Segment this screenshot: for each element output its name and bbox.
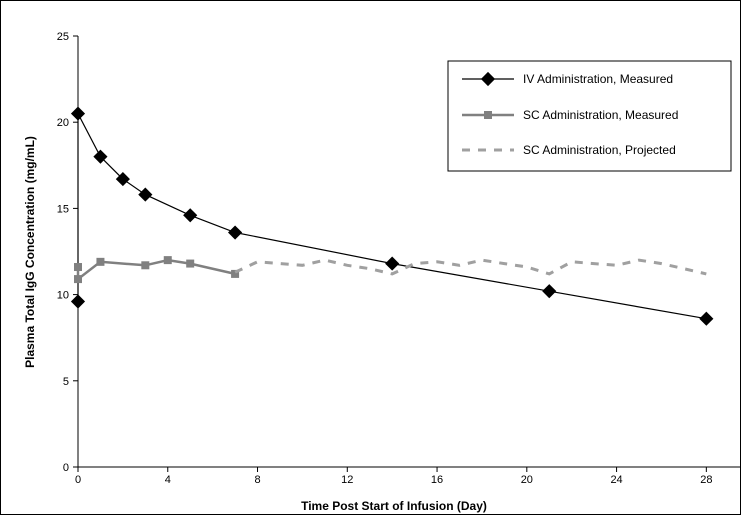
x-tick-label: 4 bbox=[165, 474, 171, 486]
y-tick-label: 20 bbox=[57, 117, 69, 129]
plot-area: 0 5 10 15 20 25 0 4 8 12 16 20 24 28 bbox=[57, 31, 740, 486]
data-point-square bbox=[141, 261, 150, 270]
series-line-0 bbox=[77, 113, 707, 320]
y-axis-title: Plasma Total IgG Concentration (mg/mL) bbox=[23, 136, 37, 368]
x-tick-label: 20 bbox=[521, 474, 533, 486]
data-point-diamond bbox=[70, 294, 86, 309]
x-tick-label: 8 bbox=[254, 474, 260, 486]
y-tick-label: 15 bbox=[57, 203, 69, 215]
data-point-diamond bbox=[542, 284, 557, 299]
data-point-diamond bbox=[228, 225, 243, 240]
y-tick-label: 10 bbox=[57, 290, 69, 302]
legend-marker-diamond bbox=[480, 71, 496, 87]
legend-item-sc-projected: SC Administration, Projected bbox=[462, 143, 676, 157]
legend-marker-square bbox=[484, 111, 492, 119]
data-point-diamond bbox=[385, 256, 400, 271]
series-line-2 bbox=[234, 258, 707, 276]
data-point-square bbox=[186, 259, 195, 268]
x-tick-label: 0 bbox=[75, 474, 81, 486]
x-axis-title: Time Post Start of Infusion (Day) bbox=[301, 499, 487, 513]
data-point-square bbox=[74, 275, 82, 284]
y-tick-label: 5 bbox=[63, 376, 69, 388]
x-tick-label: 16 bbox=[431, 474, 443, 486]
x-tick-label: 12 bbox=[341, 474, 353, 486]
data-point-diamond bbox=[138, 187, 153, 202]
legend-item-iv-measured: IV Administration, Measured bbox=[462, 71, 673, 87]
legend: IV Administration, Measured SC Administr… bbox=[447, 60, 732, 172]
y-tick-label: 25 bbox=[57, 31, 69, 43]
data-point-diamond bbox=[183, 208, 198, 223]
legend-label-iv-measured: IV Administration, Measured bbox=[523, 72, 673, 86]
legend-label-sc-projected: SC Administration, Projected bbox=[523, 143, 676, 157]
legend-item-sc-measured: SC Administration, Measured bbox=[462, 108, 678, 122]
data-point-square bbox=[231, 269, 240, 278]
data-point-diamond bbox=[699, 311, 714, 326]
legend-label-sc-measured: SC Administration, Measured bbox=[523, 108, 678, 122]
data-point-square bbox=[74, 263, 82, 272]
x-tick-label: 28 bbox=[700, 474, 712, 486]
data-point-square bbox=[96, 257, 105, 266]
x-tick-label: 24 bbox=[610, 474, 622, 486]
y-tick-label: 0 bbox=[63, 462, 69, 474]
data-point-square bbox=[163, 256, 172, 265]
